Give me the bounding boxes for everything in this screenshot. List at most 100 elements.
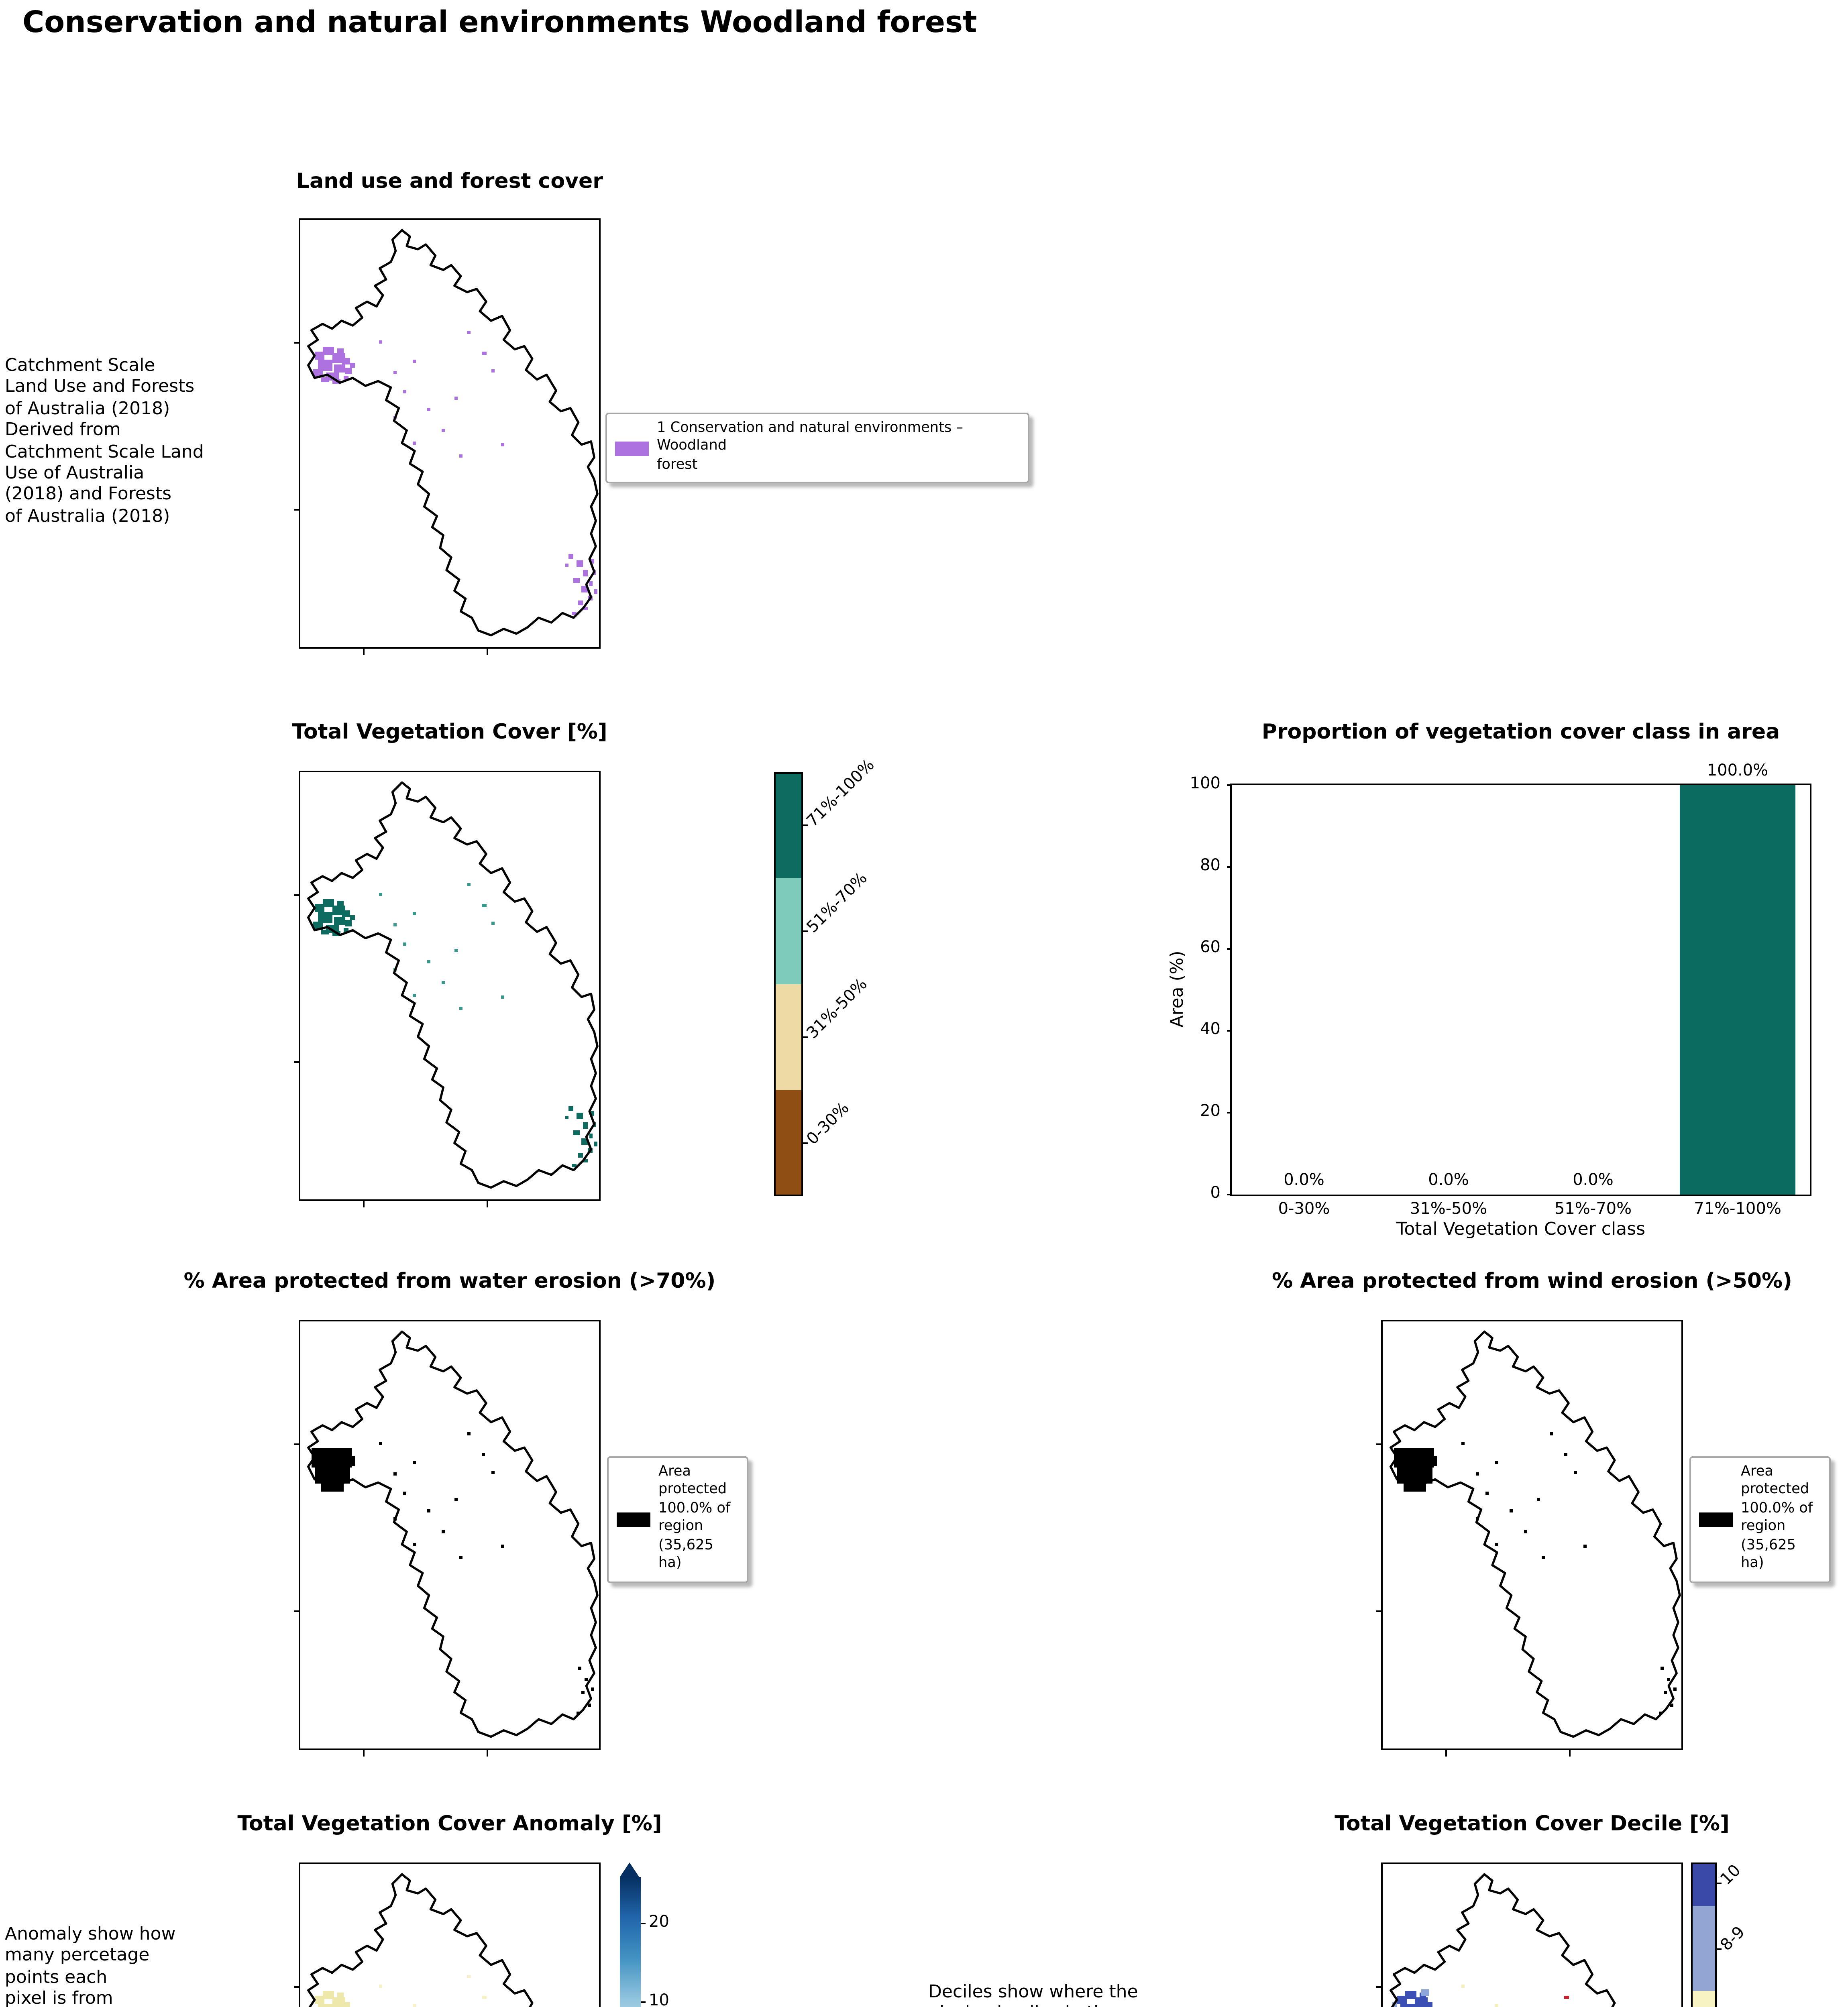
y-axis-label: Area (%): [1167, 951, 1188, 1028]
map-patch: [491, 922, 495, 925]
map-patch: [491, 369, 495, 372]
landuse-legend: 1 Conservation and natural environments …: [605, 413, 1029, 484]
map-patch: [379, 1442, 382, 1445]
map-patch: [591, 1687, 594, 1691]
map-patch: [1495, 1461, 1498, 1464]
map-patch: [1661, 1667, 1664, 1670]
landuse-legend-swatch: [615, 441, 649, 456]
x-tick-label: 71%-100%: [1694, 1201, 1781, 1219]
colorbar-tick-mark: [1717, 1883, 1722, 1885]
colorbar-tick-label: 8-9: [1718, 1923, 1749, 1954]
map-patch: [501, 443, 504, 446]
wind-erosion-legend: Area protected 100.0% of region (35,625 …: [1689, 1456, 1831, 1583]
map-patch: [459, 1556, 463, 1559]
map-patch: [467, 1432, 471, 1435]
map-patch: [1574, 1471, 1577, 1474]
y-tick-mark: [1226, 1194, 1232, 1195]
vegcover-map-data-layer: [300, 772, 599, 1199]
landuse-panel-title: Land use and forest cover: [296, 170, 603, 194]
anomaly-colorbar: 20100−10−20: [620, 1862, 732, 2007]
map-patch: [588, 1704, 591, 1707]
x-axis-label: Total Vegetation Cover class: [1396, 1219, 1646, 1240]
map-patch: [594, 1142, 597, 1146]
water-erosion-legend-label: Area protected 100.0% of region (35,625 …: [658, 1464, 731, 1572]
y-tick-label: 80: [1200, 857, 1220, 875]
colorbar-tick-mark: [803, 824, 808, 826]
map-patch: [583, 607, 588, 610]
wind-erosion-panel-title: % Area protected from wind erosion (>50%…: [1272, 1270, 1792, 1294]
map-patch: [315, 1466, 350, 1484]
map-patch: [345, 368, 352, 374]
map-patch: [594, 589, 597, 594]
decile-map-data-layer: [1383, 1864, 1681, 2007]
colorbar-segment: [774, 984, 803, 1090]
map-patch: [454, 1498, 458, 1501]
water-erosion-map-data-layer: [300, 1321, 599, 1748]
map-patch: [337, 348, 344, 353]
map-axis-tick: [293, 1986, 299, 1988]
map-axis-tick: [1375, 1610, 1381, 1612]
colorbar-tick-label: 10: [649, 1993, 669, 2007]
map-patch: [413, 360, 416, 363]
colorbar-tick-label: 31%-50%: [804, 976, 872, 1043]
map-patch: [403, 942, 406, 946]
colorbar-tick-label: 51%-70%: [804, 870, 872, 937]
map-axis-tick: [363, 649, 365, 654]
colorbar-tick-mark: [641, 2002, 646, 2004]
y-tick-label: 20: [1200, 1103, 1220, 1121]
map-patch: [393, 1472, 397, 1476]
map-patch: [572, 612, 577, 615]
map-patch: [413, 912, 416, 915]
map-patch: [379, 893, 382, 896]
map-patch: [482, 1996, 487, 1999]
colorbar-tick-label: 71%-100%: [804, 757, 879, 831]
map-patch: [1659, 1712, 1662, 1715]
colorbar-tick-label: 10: [1718, 1862, 1745, 1890]
map-patch: [393, 416, 397, 419]
map-axis-tick: [293, 1610, 299, 1612]
map-patch: [321, 1482, 344, 1492]
map-patch: [1461, 1985, 1465, 1988]
map-patch: [337, 1993, 344, 1997]
colorbar-segment: [1691, 1905, 1717, 1992]
map-patch: [350, 363, 355, 368]
decile-map: [1375, 1862, 1683, 2007]
map-patch: [482, 904, 487, 907]
map-patch: [1542, 1556, 1545, 1559]
map-patch: [413, 1543, 416, 1546]
colorbar-segment: [774, 772, 803, 878]
colorbar-gradient: [620, 1877, 641, 2007]
map-patch: [459, 454, 463, 458]
map-patch: [393, 923, 397, 926]
bar-value-label: 0.0%: [1573, 1172, 1614, 1190]
y-tick-mark: [1226, 784, 1232, 786]
y-tick-label: 0: [1210, 1185, 1221, 1203]
map-patch: [393, 1517, 397, 1521]
map-patch: [1583, 1545, 1587, 1548]
map-patch: [337, 901, 344, 906]
map-patch: [1524, 1530, 1527, 1533]
map-patch: [588, 596, 593, 600]
anomaly-panel-title: Total Vegetation Cover Anomaly [%]: [237, 1813, 662, 1837]
landuse-legend-label: 1 Conservation and natural environments …: [657, 421, 963, 474]
colorbar-segment: [1691, 1862, 1717, 1906]
colorbar-tick-mark: [803, 1142, 808, 1144]
map-axis-tick: [487, 1750, 488, 1756]
map-patch: [393, 968, 397, 971]
map-patch: [577, 1113, 583, 1119]
bar-71%-100%: [1680, 785, 1795, 1195]
decile-colorbar: 108-94-72-31: [1691, 1862, 1819, 2007]
colorbar-outline: [1691, 1862, 1717, 2007]
map-patch: [501, 995, 504, 999]
y-tick-mark: [1226, 948, 1232, 950]
map-axis-tick: [487, 649, 488, 654]
colorbar-segment: [774, 878, 803, 984]
colorbar-tick-mark: [1717, 1948, 1722, 1950]
decile-panel-title: Total Vegetation Cover Decile [%]: [1335, 1813, 1730, 1837]
map-patch: [393, 371, 397, 374]
landuse-caption: Catchment Scale Land Use and Forests of …: [5, 355, 204, 527]
map-axis-tick: [293, 509, 299, 511]
map-patch: [467, 1975, 471, 1978]
map-patch: [1667, 1678, 1670, 1681]
colorbar-tick-mark: [641, 1923, 646, 1925]
